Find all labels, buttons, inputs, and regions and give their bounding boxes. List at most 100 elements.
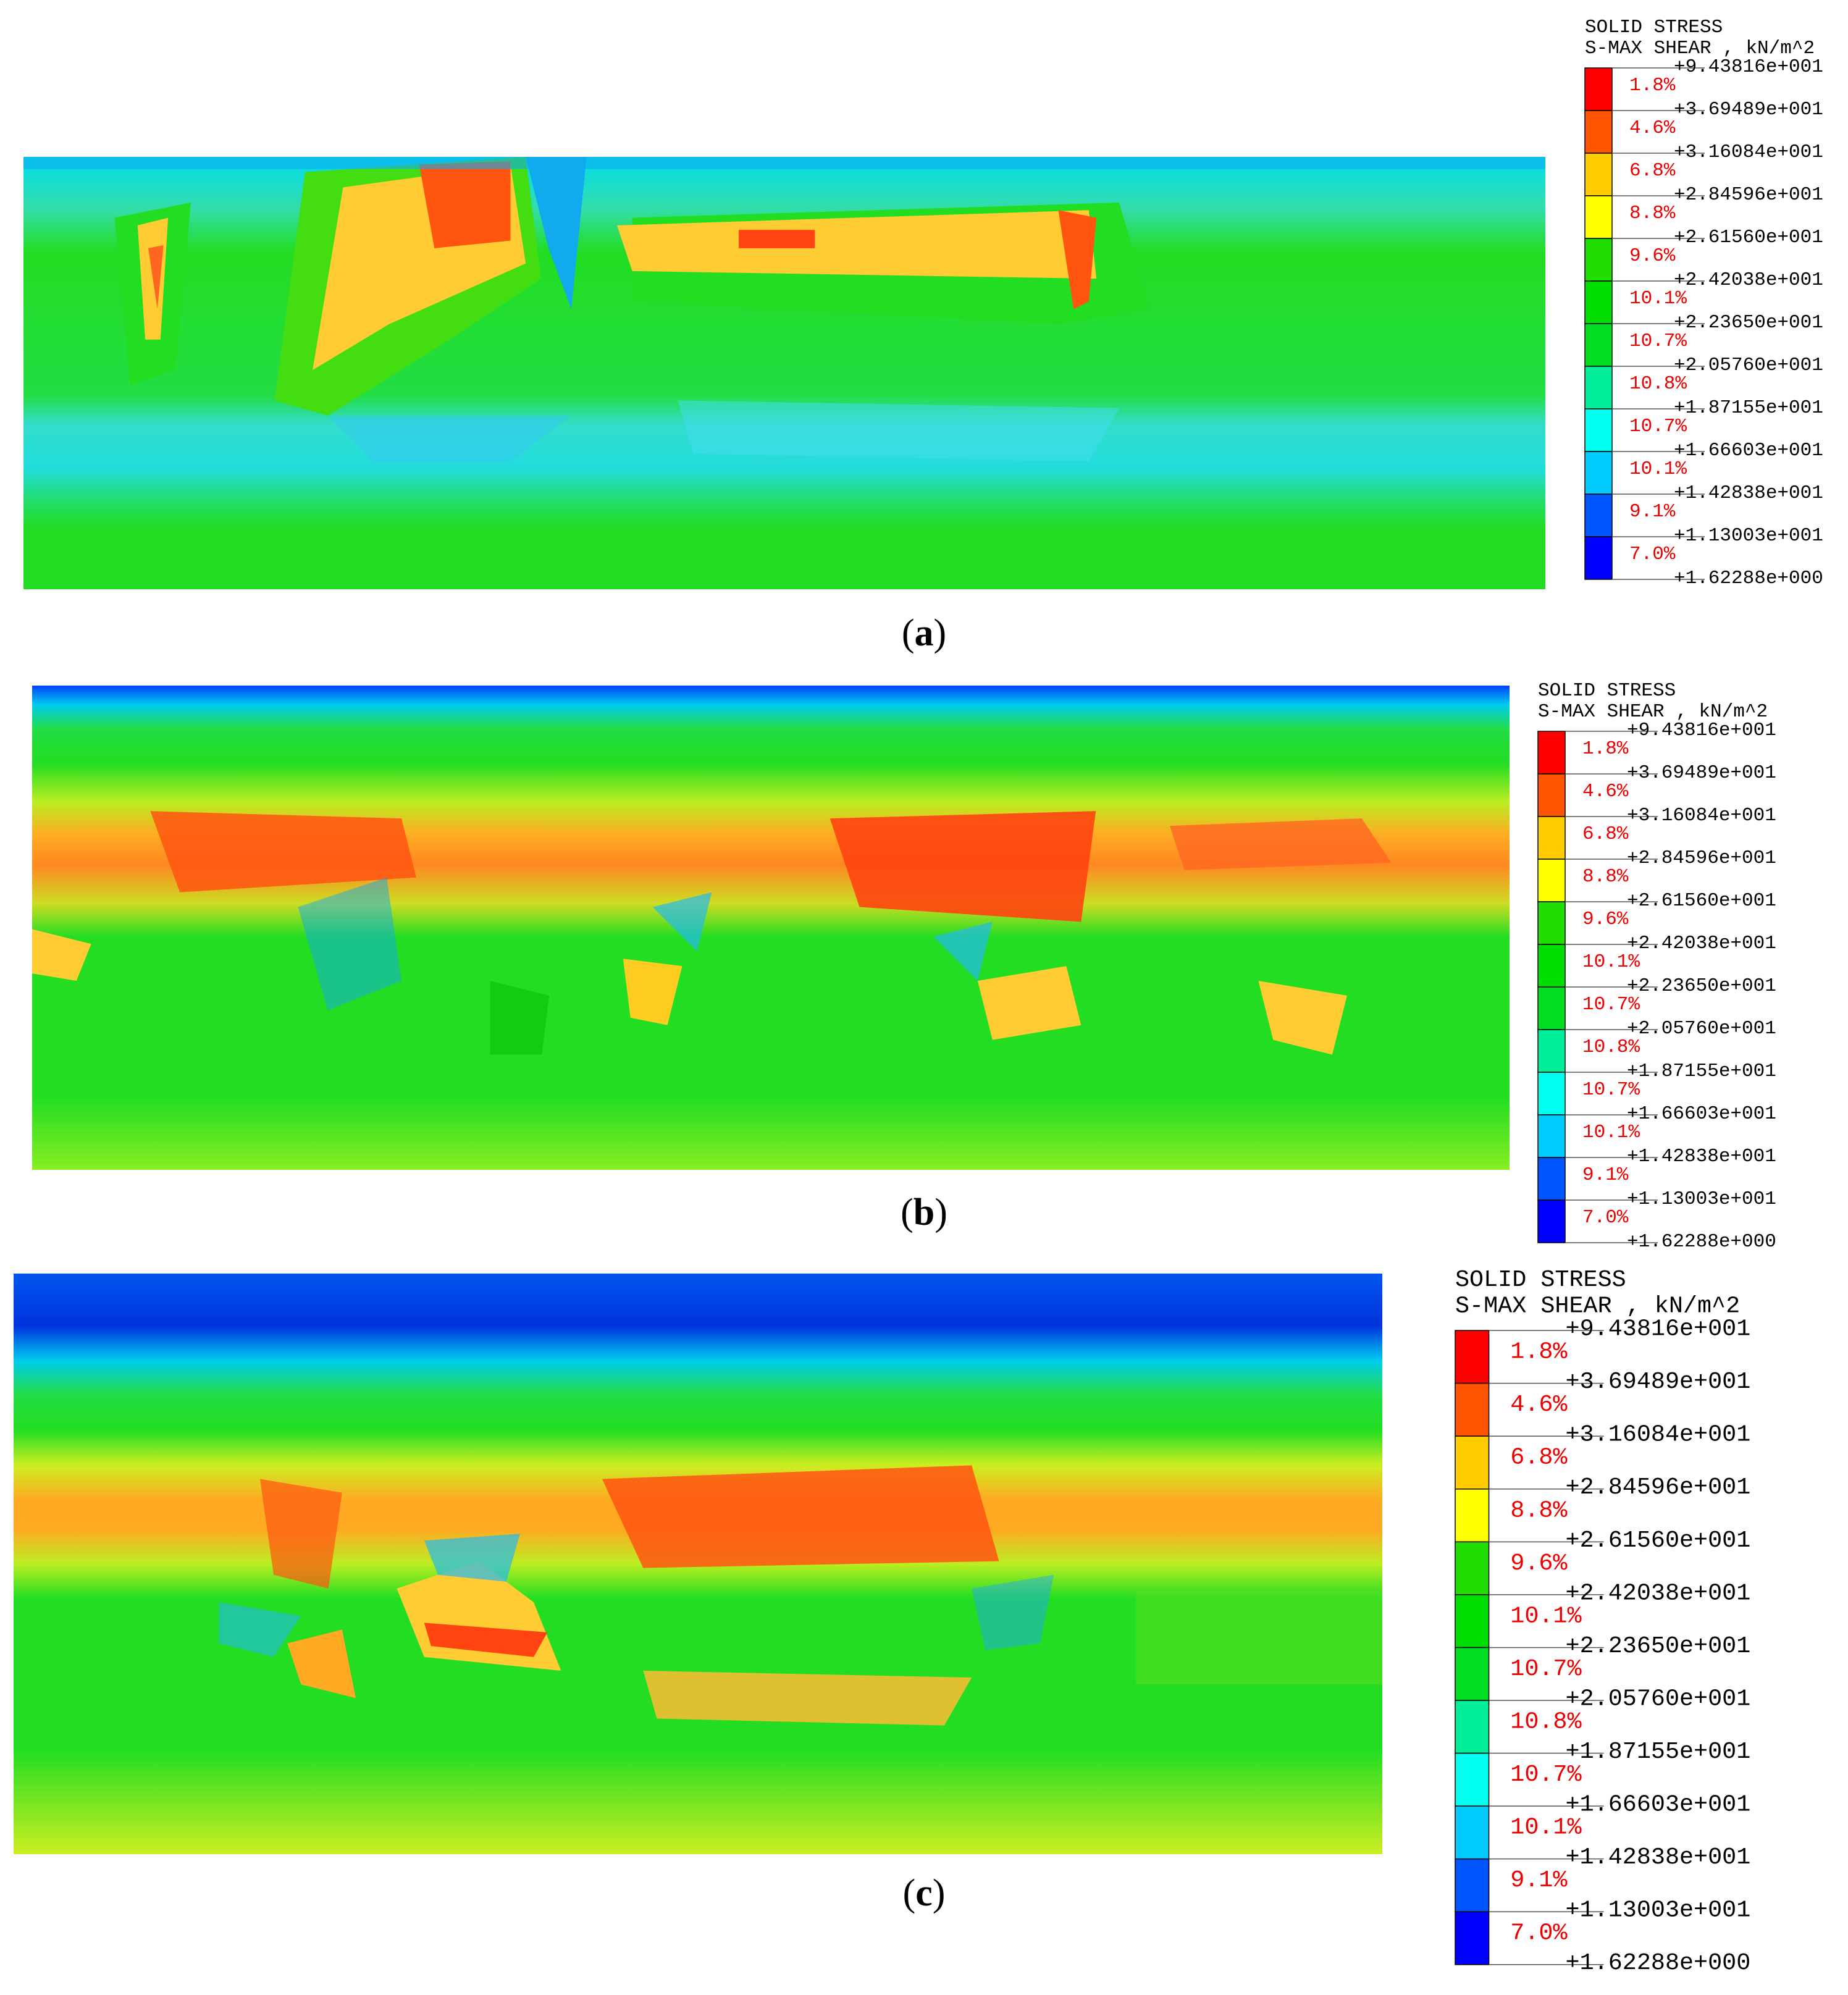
legend-swatch: [1584, 153, 1613, 196]
legend-percent: 1.8%: [1629, 75, 1676, 96]
legend-percent: 10.8%: [1629, 373, 1687, 395]
legend-percent: 10.8%: [1510, 1708, 1582, 1735]
legend-a: SOLID STRESS S-MAX SHEAR , kN/m^2 1.8% 4.6%…: [1584, 11, 1844, 604]
legend-title-line2: S-MAX SHEAR , kN/m^2: [1455, 1292, 1740, 1319]
legend-value: +9.43816e+001: [1566, 1316, 1751, 1343]
legend-swatch: [1537, 773, 1566, 817]
legend-value: +1.87155e+001: [1627, 1060, 1776, 1082]
legend-swatch: [1537, 1029, 1566, 1073]
legend-swatch: [1584, 110, 1613, 154]
legend-value: +3.69489e+001: [1674, 99, 1823, 120]
contour-plot-c: [14, 1274, 1382, 1854]
legend-percent: 9.6%: [1510, 1550, 1568, 1577]
legend-swatch: [1584, 67, 1613, 111]
legend-percent: 7.0%: [1582, 1207, 1629, 1228]
legend-swatch: [1455, 1541, 1490, 1595]
legend-value: +1.42838e+001: [1674, 482, 1823, 504]
legend-percent: 10.1%: [1510, 1602, 1582, 1629]
legend-value: +9.43816e+001: [1627, 720, 1776, 741]
legend-swatch: [1537, 1072, 1566, 1115]
legend-percent: 10.7%: [1582, 994, 1640, 1015]
caption-a: (a): [901, 612, 947, 654]
legend-percent: 8.8%: [1510, 1497, 1568, 1524]
legend-title-line1: SOLID STRESS: [1538, 680, 1676, 702]
legend-percent: 9.1%: [1582, 1164, 1629, 1186]
contour-plot-a: [23, 157, 1545, 589]
legend-swatch: [1584, 408, 1613, 452]
legend-percent: 10.7%: [1582, 1079, 1640, 1101]
legend-percent: 4.6%: [1582, 781, 1629, 802]
legend-swatch: [1455, 1647, 1490, 1701]
legend-percent: 6.8%: [1510, 1444, 1568, 1471]
caption-c: (c): [902, 1872, 946, 1914]
legend-swatch: [1537, 944, 1566, 988]
legend-swatch: [1455, 1858, 1490, 1912]
legend-value: +1.42838e+001: [1627, 1146, 1776, 1167]
legend-value: +2.42038e+001: [1627, 933, 1776, 954]
legend-swatch: [1455, 1594, 1490, 1648]
legend-swatch: [1455, 1489, 1490, 1543]
legend-swatch: [1584, 536, 1613, 580]
legend-value: +1.66603e+001: [1674, 440, 1823, 461]
legend-swatch: [1537, 1199, 1566, 1243]
legend-swatch: [1455, 1911, 1490, 1965]
legend-percent: 10.7%: [1629, 416, 1687, 437]
legend-percent: 8.8%: [1629, 203, 1676, 224]
legend-swatch: [1584, 280, 1613, 324]
legend-swatch: [1455, 1752, 1490, 1807]
legend-value: +2.42038e+001: [1674, 269, 1823, 291]
legend-value: +2.42038e+001: [1566, 1579, 1751, 1606]
legend-percent: 9.1%: [1629, 501, 1676, 523]
legend-value: +2.84596e+001: [1566, 1474, 1751, 1501]
legend-value: +9.43816e+001: [1674, 56, 1823, 78]
legend-value: +1.13003e+001: [1566, 1897, 1751, 1924]
legend-swatch: [1455, 1330, 1490, 1384]
legend-value: +2.05760e+001: [1674, 355, 1823, 376]
legend-title-line2: S-MAX SHEAR , kN/m^2: [1538, 701, 1768, 723]
legend-value: +2.23650e+001: [1566, 1632, 1751, 1660]
legend-swatch: [1537, 859, 1566, 902]
legend-percent: 4.6%: [1629, 117, 1676, 139]
legend-value: +2.61560e+001: [1674, 227, 1823, 248]
legend-swatch: [1537, 901, 1566, 945]
legend-value: +2.05760e+001: [1566, 1685, 1751, 1712]
legend-value: +3.16084e+001: [1627, 805, 1776, 826]
legend-swatch: [1537, 1157, 1566, 1201]
legend-value: +3.69489e+001: [1627, 762, 1776, 784]
legend-value: +1.66603e+001: [1627, 1103, 1776, 1125]
legend-percent: 4.6%: [1510, 1391, 1568, 1418]
legend-value: +2.05760e+001: [1627, 1018, 1776, 1040]
legend-percent: 10.1%: [1629, 288, 1687, 309]
legend-percent: 8.8%: [1582, 866, 1629, 888]
legend-value: +1.62288e+000: [1674, 568, 1823, 589]
legend-percent: 9.1%: [1510, 1867, 1568, 1894]
legend-value: +2.61560e+001: [1627, 890, 1776, 912]
legend-value: +3.69489e+001: [1566, 1368, 1751, 1395]
legend-percent: 7.0%: [1510, 1920, 1568, 1947]
legend-percent: 10.7%: [1629, 330, 1687, 352]
legend-value: +1.87155e+001: [1566, 1738, 1751, 1765]
legend-swatch: [1537, 816, 1566, 860]
legend-value: +1.62288e+000: [1627, 1231, 1776, 1253]
legend-value: +2.23650e+001: [1627, 975, 1776, 997]
legend-value: +3.16084e+001: [1674, 141, 1823, 163]
legend-value: +3.16084e+001: [1566, 1421, 1751, 1448]
legend-value: +1.13003e+001: [1674, 525, 1823, 547]
legend-b: SOLID STRESS S-MAX SHEAR , kN/m^2 1.8% 4.6%…: [1537, 674, 1797, 1267]
contour-plot-b: [32, 686, 1510, 1170]
legend-percent: 10.1%: [1510, 1814, 1582, 1841]
legend-swatch: [1455, 1805, 1490, 1860]
legend-value: +1.87155e+001: [1674, 397, 1823, 419]
legend-swatch: [1584, 323, 1613, 367]
legend-value: +2.84596e+001: [1627, 847, 1776, 869]
caption-b: (b): [901, 1191, 947, 1233]
legend-percent: 1.8%: [1510, 1338, 1568, 1366]
legend-swatch: [1537, 1114, 1566, 1158]
legend-value: +2.61560e+001: [1566, 1527, 1751, 1554]
legend-percent: 9.6%: [1582, 909, 1629, 930]
legend-percent: 1.8%: [1582, 738, 1629, 760]
legend-swatch: [1537, 731, 1566, 775]
legend-percent: 9.6%: [1629, 245, 1676, 267]
legend-value: +1.62288e+000: [1566, 1949, 1751, 1976]
legend-swatch: [1584, 195, 1613, 239]
